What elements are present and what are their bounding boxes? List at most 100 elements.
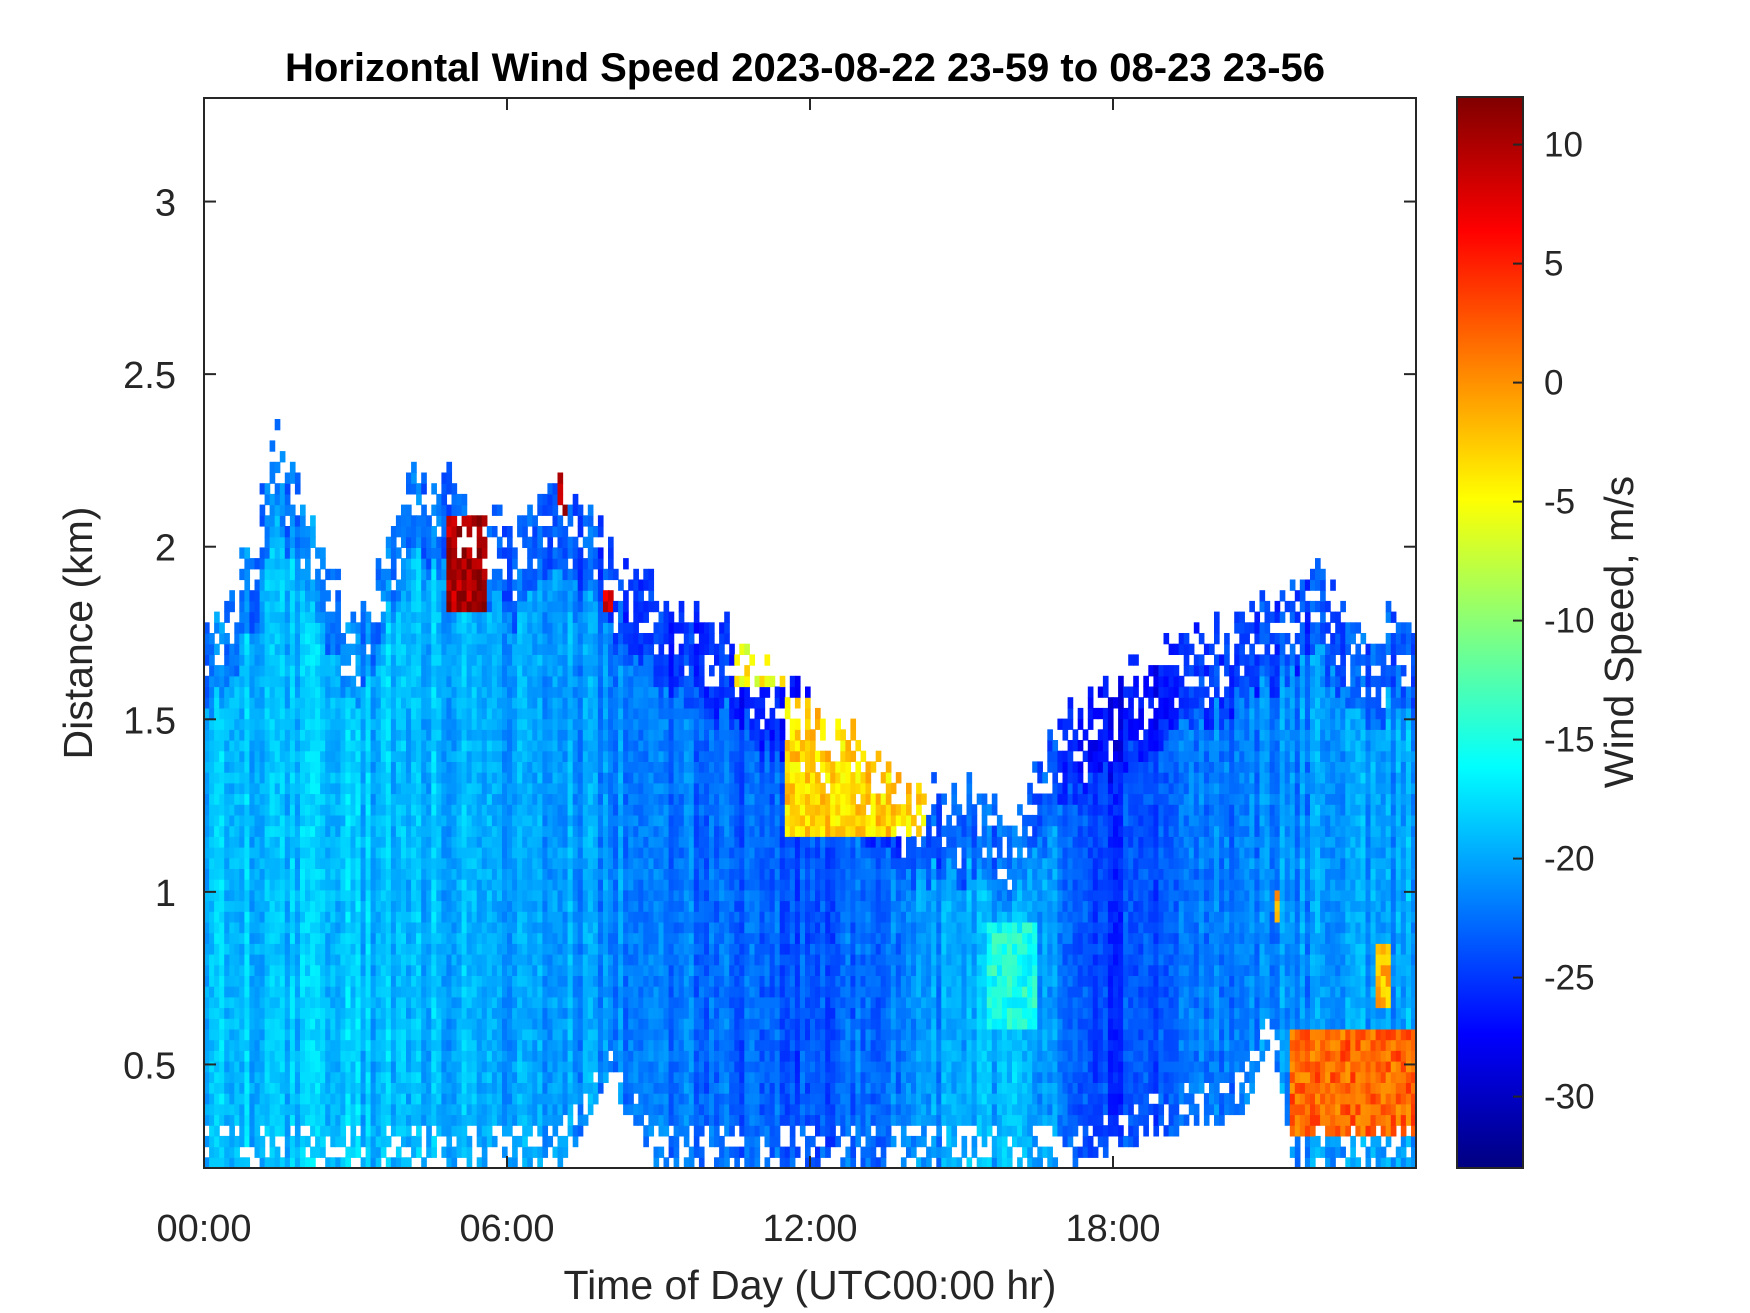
heatmap-cell <box>406 964 412 976</box>
heatmap-cell <box>597 793 604 805</box>
heatmap-cell <box>456 643 463 655</box>
heatmap-cell <box>254 1125 261 1137</box>
heatmap-cell <box>436 665 442 677</box>
heatmap-cell <box>330 964 336 976</box>
heatmap-cell <box>335 1007 341 1019</box>
heatmap-cell <box>244 707 251 720</box>
heatmap-cell <box>441 772 448 784</box>
heatmap-cell <box>502 772 508 784</box>
heatmap-cell <box>294 750 301 762</box>
heatmap-cell <box>481 772 488 784</box>
heatmap-cell <box>633 825 639 837</box>
heatmap-cell <box>350 740 357 752</box>
heatmap-cell <box>310 1146 316 1158</box>
heatmap-cell <box>239 600 245 613</box>
heatmap-cell <box>638 857 644 869</box>
heatmap-cell <box>486 729 493 741</box>
heatmap-cell <box>608 750 614 762</box>
heatmap-cell <box>557 889 564 902</box>
heatmap-cell <box>608 697 614 709</box>
heatmap-cell <box>421 686 427 698</box>
heatmap-cell <box>385 814 392 827</box>
heatmap-cell <box>623 954 629 966</box>
heatmap-cell <box>411 643 417 655</box>
heatmap-cell <box>608 900 614 912</box>
heatmap-cell <box>219 889 225 902</box>
heatmap-cell <box>643 740 649 752</box>
heatmap-cell <box>426 847 432 859</box>
heatmap-cell <box>567 611 574 623</box>
heatmap-cell <box>446 954 453 966</box>
heatmap-cell <box>335 1039 341 1051</box>
heatmap-cell <box>385 836 392 848</box>
heatmap-cell <box>345 814 352 827</box>
heatmap-cell <box>486 611 493 623</box>
heatmap-cell <box>461 954 468 966</box>
heatmap-cell <box>638 1018 644 1030</box>
heatmap-cell <box>395 697 402 709</box>
heatmap-cell <box>274 697 281 709</box>
heatmap-cell <box>451 1050 458 1062</box>
heatmap-cell <box>224 686 230 698</box>
heatmap-cell <box>628 761 634 773</box>
heatmap-cell <box>315 1114 321 1126</box>
heatmap-cell <box>254 1135 261 1148</box>
heatmap-cell <box>315 622 321 634</box>
heatmap-cell <box>325 665 331 677</box>
heatmap-cell <box>481 1093 488 1105</box>
heatmap-cell <box>426 611 432 623</box>
heatmap-cell <box>527 558 533 570</box>
heatmap-cell <box>456 558 463 570</box>
heatmap-cell <box>441 836 448 848</box>
heatmap-cell <box>310 729 316 741</box>
heatmap-cell <box>502 1082 508 1094</box>
heatmap-cell <box>259 665 266 677</box>
heatmap-cell <box>431 1093 437 1105</box>
heatmap-cell <box>431 558 437 570</box>
heatmap-cell <box>587 504 594 516</box>
heatmap-cell <box>249 697 256 709</box>
heatmap-cell <box>608 600 614 613</box>
heatmap-cell <box>552 526 559 538</box>
heatmap-cell <box>451 911 458 923</box>
heatmap-cell <box>416 857 422 869</box>
heatmap-cell <box>527 814 533 827</box>
heatmap-cell <box>527 1018 533 1030</box>
heatmap-cell <box>628 804 634 816</box>
heatmap-cell <box>289 986 296 998</box>
heatmap-cell <box>416 643 422 655</box>
heatmap-cell <box>310 900 316 912</box>
heatmap-cell <box>446 707 453 720</box>
heatmap-cell <box>608 847 614 859</box>
heatmap-cell <box>502 857 508 869</box>
heatmap-cell <box>542 697 549 709</box>
heatmap-cell <box>300 825 306 837</box>
heatmap-cell <box>411 1146 417 1158</box>
heatmap-cell <box>638 932 644 944</box>
heatmap-cell <box>264 996 271 1009</box>
heatmap-cell <box>315 1028 321 1041</box>
heatmap-cell <box>375 847 382 859</box>
heatmap-cell <box>345 740 352 752</box>
heatmap-cell <box>229 590 235 602</box>
heatmap-cell <box>259 622 266 634</box>
heatmap-cell <box>390 825 397 837</box>
heatmap-cell <box>456 996 463 1009</box>
heatmap-cell <box>340 1028 347 1041</box>
heatmap-cell <box>320 633 326 645</box>
heatmap-cell <box>486 1082 493 1094</box>
heatmap-cell <box>345 879 352 891</box>
heatmap-cell <box>572 879 579 891</box>
heatmap-cell <box>269 536 276 548</box>
heatmap-cell <box>345 772 352 784</box>
heatmap-cell <box>269 996 276 1009</box>
heatmap-cell <box>572 804 579 816</box>
heatmap-cell <box>345 1018 352 1030</box>
heatmap-cell <box>643 921 649 934</box>
heatmap-cell <box>350 1125 357 1137</box>
heatmap-cell <box>279 921 286 934</box>
heatmap-cell <box>345 750 352 762</box>
heatmap-cell <box>224 643 230 655</box>
heatmap-cell <box>547 814 554 827</box>
heatmap-cell <box>340 836 347 848</box>
